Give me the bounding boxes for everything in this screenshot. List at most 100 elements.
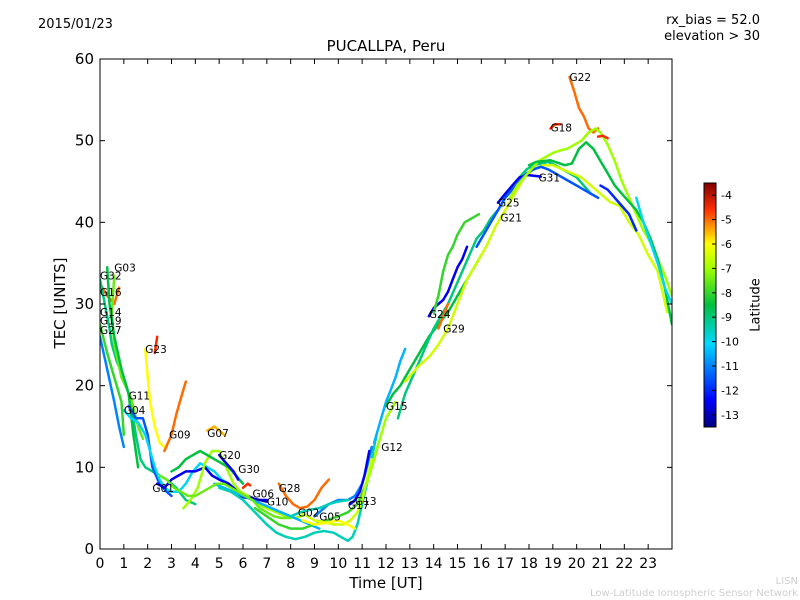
x-tick-label: 9 [310,556,319,572]
series-s3 [100,335,126,449]
colorbar-tick-label: -4 [721,189,732,202]
x-axis-label: Time [UT] [349,574,423,592]
y-tick-label: 60 [75,50,94,68]
satellite-label-g14: G14 [100,307,122,319]
series-s33 [432,212,481,314]
series-s45 [301,519,357,530]
colorbar-tick-label: -8 [721,287,732,300]
colorbar-ticks: -13 -12 -11 -10 -9 -8 -7 -6 -5 -4 [712,189,739,422]
series-s20 [158,474,292,520]
series-s1 [100,282,121,306]
satellite-label-g01: G01 [152,483,174,495]
x-tick-label: 8 [286,556,295,572]
satellite-label-g24: G24 [429,309,451,321]
x-tick-label: 0 [96,556,105,572]
satellite-label-g27: G27 [100,325,122,337]
satellite-label-g07: G07 [207,428,229,440]
series-s21 [277,478,331,510]
satellite-label-g21: G21 [500,212,522,224]
satellite-label-g28: G28 [279,483,301,495]
satellite-label-g16: G16 [100,287,122,299]
y-tick-label: 40 [75,213,94,231]
series-s43 [635,196,672,306]
series-s24 [298,457,373,526]
satellite-label-g06: G06 [253,488,275,500]
series-s37 [549,123,562,130]
colorbar-tick-label: -9 [721,311,732,324]
series-s27 [365,400,397,485]
x-tick-label: 20 [568,556,586,572]
satellite-label-g15: G15 [386,401,408,413]
series-s8 [144,347,166,449]
y-tick-label: 10 [75,458,94,476]
colorbar-tick-label: -10 [721,336,739,349]
y-tick-label: 30 [75,295,94,313]
series-s17 [241,482,252,490]
colorbar-tick-label: -11 [721,360,739,373]
satellite-label-g09: G09 [169,430,191,442]
colorbar-tick-label: -13 [721,409,739,422]
x-tick-label: 17 [496,556,514,572]
satellite-label-g03: G03 [114,262,136,274]
x-tick-label: 19 [544,556,562,572]
satellite-label-g12: G12 [381,442,403,454]
x-tick-label: 1 [119,556,128,572]
satellite-label-g31: G31 [539,172,561,184]
satellite-label-g05: G05 [319,511,341,523]
series-s35 [496,173,543,204]
satellite-label-g30: G30 [238,464,260,476]
x-tick-label: 6 [239,556,248,572]
x-tick-label: 18 [520,556,538,572]
x-tick-label: 7 [262,556,271,572]
series-s14 [206,425,226,436]
series-s22 [217,433,378,543]
x-tick-label: 12 [377,556,395,572]
series-s28 [372,347,407,445]
satellite-label-g23: G23 [145,344,167,356]
y-tick-label: 0 [84,540,94,558]
series-layer [100,75,672,543]
series-s11 [163,380,188,453]
chart-title: PUCALLPA, Peru [326,37,446,55]
satellite-label-g18: G18 [550,123,572,135]
series-s9 [122,408,230,494]
y-tick-label: 50 [75,132,94,150]
credit-short: LISN [775,576,798,587]
rx-bias-label: rx_bias = 52.0 [666,13,760,28]
series-s13 [182,449,307,520]
satellite-label-g13: G13 [355,496,377,508]
y-ticks: 0 10 20 30 40 50 60 [75,50,672,558]
series-s38 [568,75,600,134]
colorbar-tick-label: -5 [721,214,732,227]
series-s41 [599,184,638,232]
x-tick-label: 21 [592,556,610,572]
x-tick-label: 15 [449,556,467,572]
series-s26 [349,449,371,506]
satellite-label-g04: G04 [124,405,146,417]
series-s36 [475,165,600,249]
satellite-label-g20: G20 [219,450,241,462]
series-s44 [289,498,350,518]
x-tick-label: 14 [425,556,443,572]
series-s32 [437,302,450,330]
y-tick-label: 20 [75,377,94,395]
satellite-label-g17: G17 [348,500,370,512]
series-s12 [153,335,159,355]
x-tick-label: 2 [143,556,152,572]
satellite-label-g10: G10 [267,497,289,509]
plot-frame [99,58,673,550]
colorbar-tick-label: -7 [721,262,732,275]
x-tick-label: 5 [215,556,224,572]
colorbar-tick-label: -12 [721,384,739,397]
series-s39 [508,127,672,298]
satellite-label-g22: G22 [570,72,592,84]
series-s2 [100,323,126,436]
x-tick-label: 13 [401,556,419,572]
series-s6 [105,266,140,469]
satellite-label-g11: G11 [129,390,151,402]
x-tick-label: 23 [639,556,657,572]
satellite-label-g19: G19 [100,315,122,327]
x-tick-label: 22 [615,556,633,572]
